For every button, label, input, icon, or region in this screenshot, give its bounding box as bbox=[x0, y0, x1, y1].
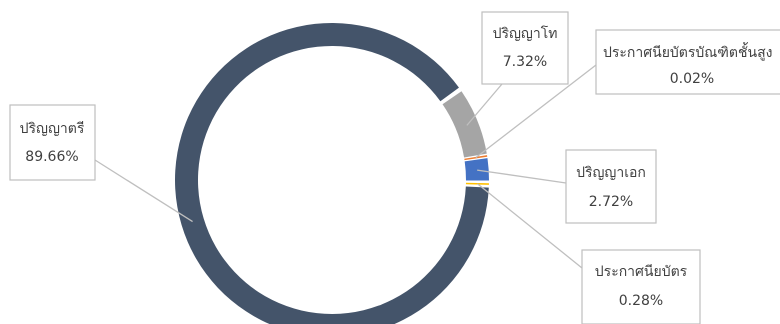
callout-box-certificate bbox=[581, 249, 701, 324]
slice-value-master: 7.32% bbox=[503, 54, 547, 70]
slice-bachelor bbox=[175, 23, 489, 324]
callout-box-doctorate bbox=[565, 149, 657, 224]
leader-line-certificate bbox=[477, 183, 583, 269]
slice-value-doctorate: 2.72% bbox=[589, 194, 633, 210]
leader-line-graduate-diploma bbox=[475, 64, 597, 159]
callout-bachelor: ปริญญาตรี 89.66% bbox=[9, 104, 96, 181]
slice-label-certificate: ประกาศนียบัตร bbox=[595, 264, 688, 280]
slice-label-bachelor: ปริญญาตรี bbox=[20, 121, 85, 137]
slice-label-doctorate: ปริญญาเอก bbox=[576, 165, 646, 181]
slice-label-master: ปริญญาโท bbox=[493, 25, 558, 42]
callout-box-bachelor bbox=[9, 104, 96, 181]
leader-line-doctorate bbox=[477, 169, 567, 184]
slice-doctorate bbox=[464, 158, 489, 181]
slice-master bbox=[442, 91, 487, 158]
slice-value-certificate: 0.28% bbox=[619, 293, 663, 309]
callout-box-graduate-diploma bbox=[595, 29, 780, 95]
slice-label-graduate-diploma: ประกาศนียบัตรบัณฑิตชั้นสูง bbox=[603, 42, 772, 61]
leader-line-bachelor bbox=[94, 159, 193, 223]
callout-certificate: ประกาศนียบัตร 0.28% bbox=[581, 249, 701, 324]
callout-box-master bbox=[481, 11, 569, 85]
callout-doctorate: ปริญญาเอก 2.72% bbox=[565, 149, 657, 224]
callout-graduate-diploma: ประกาศนียบัตรบัณฑิตชั้นสูง 0.02% bbox=[595, 29, 780, 95]
slice-value-graduate-diploma: 0.02% bbox=[670, 71, 714, 87]
callout-master: ปริญญาโท 7.32% bbox=[481, 11, 569, 85]
leader-line-master bbox=[466, 83, 503, 126]
slice-value-bachelor: 89.66% bbox=[25, 149, 78, 165]
